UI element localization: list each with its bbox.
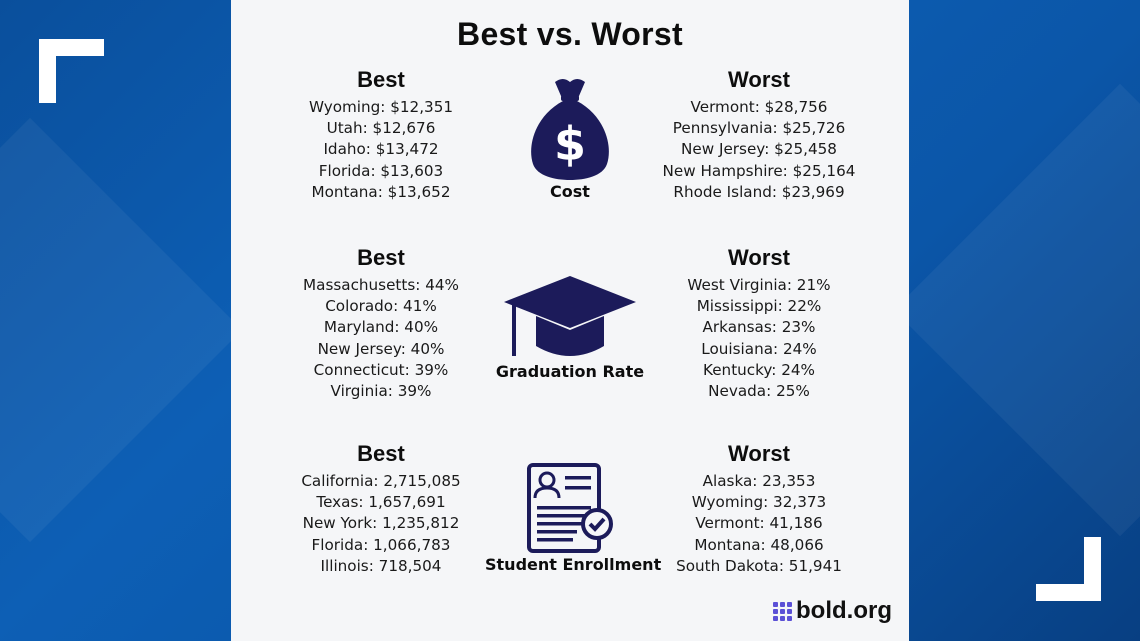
list-item: Vermont: $28,756	[690, 98, 828, 116]
list-item: Nevada: 25%	[708, 382, 810, 401]
graduation-best-heading: Best	[357, 245, 405, 270]
svg-text:$: $	[554, 117, 586, 171]
enrollment-icon-box: Student Enrollment	[485, 462, 662, 574]
list-item: New York: 1,235,812	[302, 514, 460, 533]
cost-best-heading: Best	[357, 67, 405, 92]
list-item: Illinois: 718,504	[320, 556, 442, 575]
list-item: Maryland: 40%	[323, 318, 439, 337]
list-item: Virginia: 39%	[330, 382, 432, 401]
list-item: New Jersey: 40%	[317, 339, 445, 358]
logo-dots-icon	[773, 601, 793, 621]
list-item: Utah: $12,676	[326, 119, 436, 138]
list-item: Alaska: 23,353	[702, 472, 816, 490]
cost-best-column: Best Wyoming: $12,351 Utah: $12,676 Idah…	[261, 67, 501, 203]
cost-worst-heading: Worst	[728, 67, 790, 92]
enrollment-worst-column: Worst Alaska: 23,353 Wyoming: 32,373 Ver…	[639, 441, 879, 577]
list-item: Connecticut: 39%	[313, 360, 449, 379]
graduation-cap-icon	[504, 276, 636, 356]
enrollment-best-heading: Best	[357, 441, 405, 466]
graduation-worst-column: Worst West Virginia: 21% Mississippi: 22…	[639, 245, 879, 402]
list-item: Arkansas: 23%	[702, 318, 816, 337]
cost-label: Cost	[550, 182, 590, 201]
background-diamond	[893, 83, 1140, 537]
graduation-label: Graduation Rate	[495, 362, 645, 381]
background-diamond	[0, 117, 243, 543]
list-item: Wyoming: 32,373	[691, 493, 827, 512]
resume-document-icon	[527, 463, 613, 553]
list-item: Pennsylvania: $25,726	[672, 119, 846, 138]
list-item: Florida: $13,603	[318, 161, 444, 180]
list-item: Colorado: 41%	[325, 297, 437, 316]
list-item: Florida: 1,066,783	[311, 535, 451, 554]
list-item: California: 2,715,085	[301, 472, 461, 490]
graduation-worst-heading: Worst	[728, 245, 790, 270]
infographic-title: Best vs. Worst	[457, 16, 683, 52]
enrollment-worst-heading: Worst	[728, 441, 790, 466]
infographic-panel: Best vs. Worst Best Wyoming: $12,351 Uta…	[231, 0, 909, 641]
list-item: Montana: $13,652	[311, 182, 451, 201]
bold-org-logo: bold.org	[773, 597, 892, 625]
list-item: Idaho: $13,472	[323, 140, 439, 159]
list-item: New Hampshire: $25,164	[662, 161, 856, 180]
list-item: Mississippi: 22%	[696, 297, 822, 316]
cost-worst-column: Worst Vermont: $28,756 Pennsylvania: $25…	[639, 67, 879, 203]
enrollment-label: Student Enrollment	[485, 555, 662, 574]
graduation-best-column: Best Massachusetts: 44% Colorado: 41% Ma…	[261, 245, 501, 402]
list-item: Wyoming: $12,351	[308, 98, 454, 116]
list-item: Montana: 48,066	[694, 535, 824, 554]
list-item: Rhode Island: $23,969	[673, 182, 845, 201]
enrollment-best-column: Best California: 2,715,085 Texas: 1,657,…	[261, 441, 501, 577]
list-item: Louisiana: 24%	[701, 339, 817, 358]
list-item: Kentucky: 24%	[703, 360, 815, 379]
cost-icon-box: $ Cost	[510, 76, 630, 201]
list-item: New Jersey: $25,458	[681, 140, 837, 159]
list-item: Massachusetts: 44%	[303, 276, 459, 294]
list-item: Texas: 1,657,691	[316, 493, 446, 512]
list-item: South Dakota: 51,941	[676, 556, 842, 575]
list-item: West Virginia: 21%	[687, 276, 831, 294]
graduation-icon-box: Graduation Rate	[495, 274, 645, 381]
list-item: Vermont: 41,186	[695, 514, 823, 533]
logo-text: bold.org	[796, 597, 892, 624]
money-bag-icon: $	[531, 79, 609, 180]
